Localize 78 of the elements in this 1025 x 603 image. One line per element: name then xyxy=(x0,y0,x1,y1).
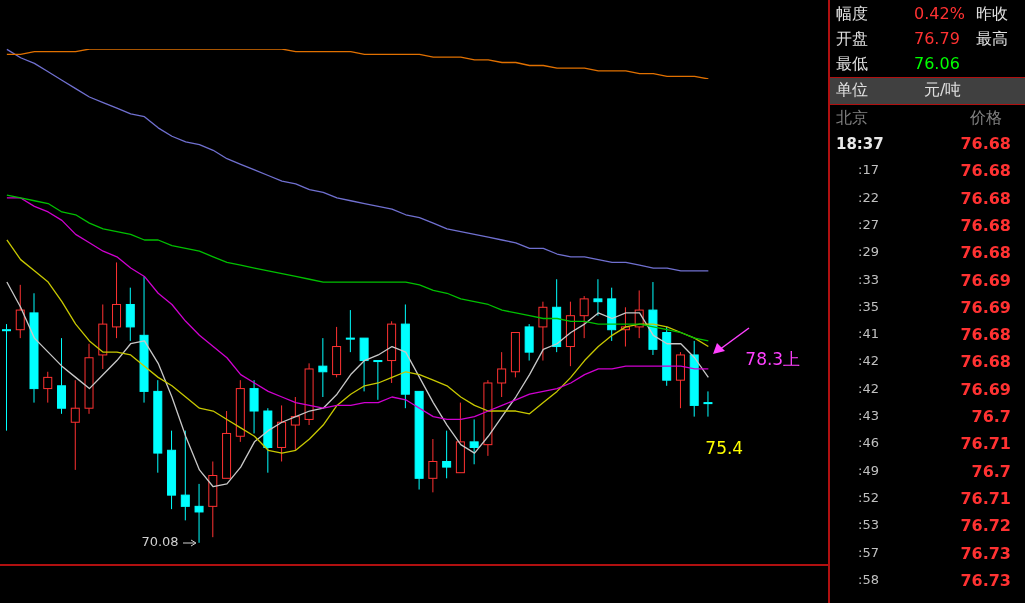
candlestick xyxy=(703,390,713,418)
category-label: :53 xyxy=(858,517,879,533)
data-label: 76.68 xyxy=(960,352,1011,372)
candlestick xyxy=(565,301,575,367)
candlestick xyxy=(70,379,80,471)
candlestick xyxy=(538,301,548,362)
candlestick xyxy=(208,460,218,538)
text: 78.3上 xyxy=(745,347,801,371)
text: 元/吨 xyxy=(924,80,962,101)
text: 幅度 xyxy=(836,4,868,25)
candlestick xyxy=(620,306,630,348)
candlestick xyxy=(180,430,190,521)
category-label: :33 xyxy=(858,271,879,287)
text: 0.42% xyxy=(914,4,965,23)
data-label: 76.72 xyxy=(960,516,1011,536)
text: 开盘 xyxy=(836,29,868,50)
data-label: 76.7 xyxy=(971,461,1011,481)
text: 最高 xyxy=(976,29,1008,50)
annotation: 70.08 xyxy=(141,533,179,549)
category-label: :42 xyxy=(858,353,879,369)
candlestick xyxy=(689,340,699,418)
candlestick xyxy=(442,430,452,479)
data-label: 76.69 xyxy=(960,270,1011,290)
text: 最低 xyxy=(836,54,868,75)
category-label: 18:37 xyxy=(836,135,884,153)
annotation: 75.4 xyxy=(705,437,744,458)
candlestick xyxy=(428,438,438,493)
candlestick xyxy=(469,418,479,465)
category-label: :52 xyxy=(858,489,879,505)
candlestick xyxy=(139,275,149,404)
candlestick xyxy=(15,284,25,339)
candlestick xyxy=(483,379,493,457)
category-label: :27 xyxy=(858,216,879,232)
candlestick xyxy=(593,278,603,317)
category-label: :49 xyxy=(858,462,879,478)
candlestick xyxy=(153,379,163,474)
text: 76.79 xyxy=(914,29,960,48)
candlestick xyxy=(112,261,122,339)
data-label: 76.69 xyxy=(960,297,1011,317)
category-label: :41 xyxy=(858,326,879,342)
text: 北京 xyxy=(836,108,868,129)
candlestick xyxy=(125,287,135,342)
data-label: 76.7 xyxy=(971,407,1011,426)
category-label: :22 xyxy=(858,189,879,205)
candlestick xyxy=(29,292,39,404)
data-label: 76.73 xyxy=(960,570,1011,590)
text: 76.06 xyxy=(914,54,960,73)
text: 单位 xyxy=(836,80,868,101)
category-label: :57 xyxy=(858,544,879,560)
data-label: 76.68 xyxy=(960,243,1011,263)
candlestick xyxy=(249,379,259,434)
text: 价格 xyxy=(970,108,1002,129)
candlestick xyxy=(98,303,108,370)
data-label: 76.68 xyxy=(960,161,1011,181)
data-label: 76.69 xyxy=(960,379,1011,399)
candlestick xyxy=(634,289,644,339)
category-label: :58 xyxy=(858,571,879,587)
category-label: :35 xyxy=(858,298,879,314)
candlestick xyxy=(167,430,177,510)
candlestick xyxy=(497,351,507,398)
category-label: :43 xyxy=(858,408,879,423)
data-label: 76.68 xyxy=(960,188,1011,208)
data-label: 76.68 xyxy=(960,215,1011,235)
category-label: :29 xyxy=(858,244,879,260)
data-label: 76.71 xyxy=(960,488,1011,508)
data-label: 76.68 xyxy=(960,134,1011,153)
candlestick xyxy=(345,309,355,353)
category-label: :46 xyxy=(858,435,879,451)
text: 昨收 xyxy=(976,4,1008,25)
category-label: :42 xyxy=(858,380,879,396)
candlestick xyxy=(318,337,328,398)
candlestick xyxy=(290,396,300,451)
data-label: 76.71 xyxy=(960,434,1011,454)
category-label: :17 xyxy=(858,162,879,178)
candlestick xyxy=(84,343,94,415)
candlestick xyxy=(304,362,314,426)
data-label: 76.73 xyxy=(960,543,1011,563)
data-label: 76.68 xyxy=(960,325,1011,345)
